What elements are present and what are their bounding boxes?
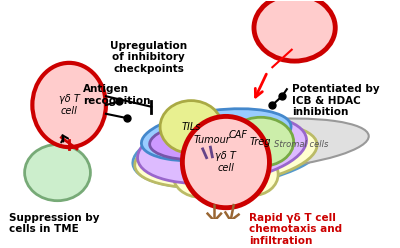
Text: Tumour: Tumour [194,135,231,145]
Ellipse shape [135,123,317,188]
Text: γδ T
cell: γδ T cell [59,94,80,116]
Ellipse shape [228,153,278,195]
Ellipse shape [228,117,294,166]
Ellipse shape [141,109,291,161]
Ellipse shape [173,152,227,197]
Text: CAF: CAF [229,130,248,140]
Text: Potentiated by
ICB & HDAC
inhibition: Potentiated by ICB & HDAC inhibition [292,84,379,117]
Text: Upregulation
of inhibitory
checkpoints: Upregulation of inhibitory checkpoints [110,41,187,74]
Ellipse shape [182,116,270,208]
Ellipse shape [133,117,325,188]
Text: TILs: TILs [181,122,201,132]
Ellipse shape [150,120,265,160]
Ellipse shape [25,145,90,201]
Ellipse shape [138,114,306,184]
Text: Antigen
recognition: Antigen recognition [83,84,150,106]
Text: Rapid γδ T cell
chemotaxis and
infiltration: Rapid γδ T cell chemotaxis and infiltrat… [249,213,342,246]
Text: Suppression by
cells in TME: Suppression by cells in TME [9,213,100,234]
Text: Stromal cells: Stromal cells [274,140,328,149]
FancyArrowPatch shape [61,135,68,142]
Text: Treg: Treg [250,137,272,147]
Text: γδ T
cell: γδ T cell [216,151,236,173]
Ellipse shape [32,63,106,147]
Ellipse shape [254,0,335,61]
Ellipse shape [160,101,222,153]
Ellipse shape [147,119,369,171]
